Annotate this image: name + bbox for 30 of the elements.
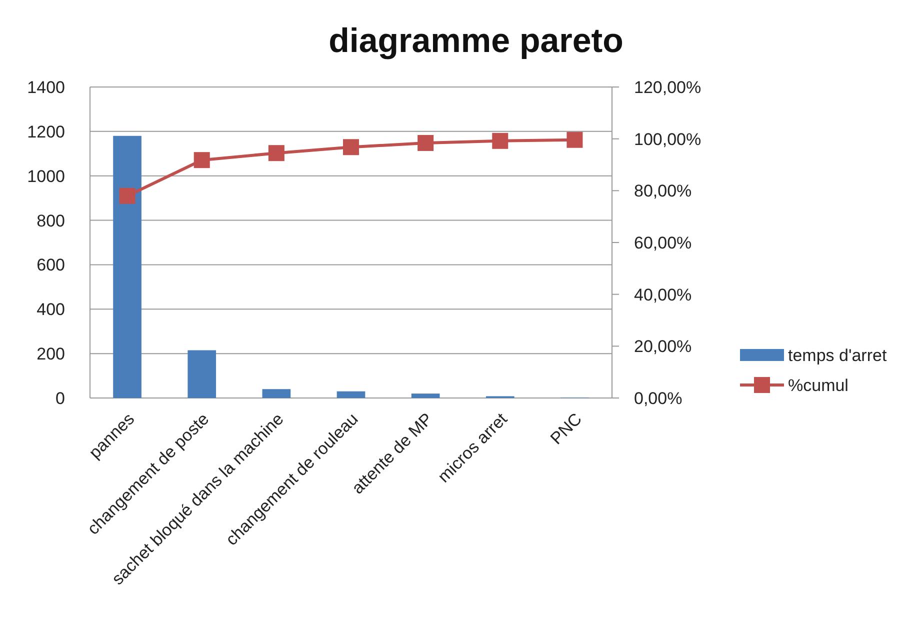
y2-tick-label: 80,00%	[634, 182, 692, 201]
point	[492, 132, 508, 149]
legend-label: %cumul	[788, 376, 848, 395]
y2-tick-label: 20,00%	[634, 337, 692, 356]
y-tick-label: 800	[36, 211, 65, 230]
y-tick-label: 600	[36, 256, 65, 275]
bar	[188, 350, 216, 398]
chart-title: diagramme pareto	[328, 22, 624, 60]
point	[566, 132, 583, 148]
y-tick-label: 0	[56, 389, 65, 408]
bar	[262, 389, 291, 398]
y-tick-label: 1200	[27, 122, 65, 142]
bar	[336, 391, 366, 398]
y-tick-label: 1400	[27, 78, 65, 97]
y-tick-label: 400	[36, 300, 65, 320]
y-tick-label: 200	[36, 344, 65, 364]
point	[343, 139, 359, 156]
y-tick-label: 1000	[27, 166, 65, 186]
legend-label: temps d'arret	[788, 346, 887, 365]
point	[194, 152, 210, 168]
bar	[113, 136, 142, 398]
point	[268, 145, 284, 162]
y2-tick-label: 120,00%	[634, 78, 702, 97]
y2-tick-label: 0,00%	[634, 389, 682, 408]
point	[119, 188, 136, 204]
y2-tick-label: 100,00%	[634, 130, 702, 149]
point	[418, 134, 434, 151]
y2-tick-label: 60,00%	[634, 234, 692, 252]
y2-tick-label: 40,00%	[634, 285, 692, 304]
bar	[411, 394, 440, 398]
